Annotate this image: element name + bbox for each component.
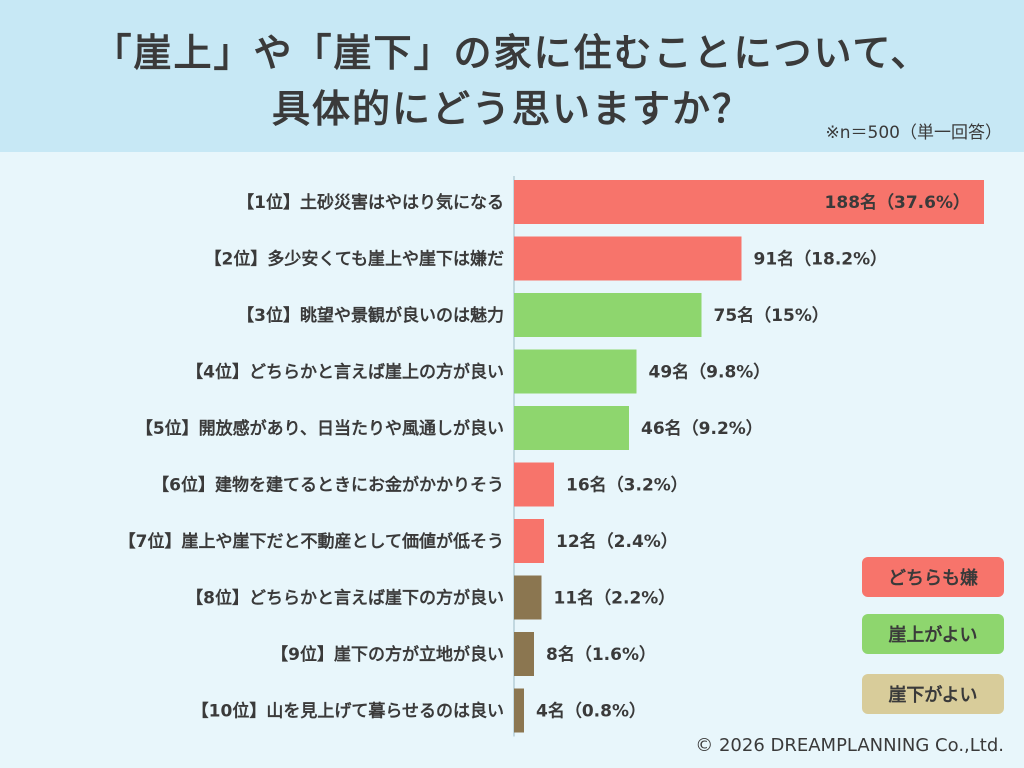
category-label-6: 【6位】建物を建てるときにお金がかかりそう bbox=[152, 475, 504, 496]
value-label-3: 75名（15%） bbox=[714, 305, 829, 326]
legend-above: 崖上がよい bbox=[862, 614, 1004, 654]
category-label-4: 【4位】どちらかと言えば崖上の方が良い bbox=[186, 362, 504, 383]
value-label-1: 188名（37.6%） bbox=[825, 192, 970, 213]
bar-4 bbox=[514, 349, 637, 394]
bar-6 bbox=[514, 462, 554, 507]
sample-size-note: ※n＝500（単一回答） bbox=[825, 123, 1002, 143]
category-label-7: 【7位】崖上や崖下だと不動産として価値が低そう bbox=[119, 531, 504, 552]
legend-label: 崖上がよい bbox=[888, 625, 978, 646]
value-label-7: 12名（2.4%） bbox=[556, 531, 678, 552]
chart-title-line2: 具体的にどう思いますか？ bbox=[271, 87, 752, 131]
legend-label: 崖下がよい bbox=[888, 685, 978, 706]
bar-1 bbox=[514, 180, 984, 224]
bar-2 bbox=[514, 236, 742, 281]
legend-label: どちらも嫌 bbox=[888, 568, 978, 589]
bar-3 bbox=[514, 293, 702, 337]
category-label-3: 【3位】眺望や景観が良いのは魅力 bbox=[237, 305, 504, 326]
value-label-10: 4名（0.8%） bbox=[536, 701, 646, 722]
category-label-9: 【9位】崖下の方が立地が良い bbox=[271, 644, 504, 665]
legend-below: 崖下がよい bbox=[862, 674, 1004, 714]
copyright: © 2026 DREAMPLANNING Co.,Ltd. bbox=[695, 735, 1004, 756]
bar-10 bbox=[514, 688, 524, 733]
value-label-4: 49名（9.8%） bbox=[649, 362, 771, 383]
bar-9 bbox=[514, 632, 534, 676]
category-label-8: 【8位】どちらかと言えば崖下の方が良い bbox=[186, 588, 504, 609]
category-label-5: 【5位】開放感があり、日当たりや風通しが良い bbox=[136, 418, 504, 439]
category-label-1: 【1位】土砂災害はやはり気になる bbox=[237, 192, 504, 213]
category-label-2: 【2位】多少安くても崖上や崖下は嫌だ bbox=[205, 249, 504, 270]
category-label-10: 【10位】山を見上げて暮らせるのは良い bbox=[192, 701, 504, 722]
bar-7 bbox=[514, 519, 544, 563]
legend-both-dislike: どちらも嫌 bbox=[862, 557, 1004, 597]
value-label-8: 11名（2.2%） bbox=[554, 588, 676, 609]
value-label-2: 91名（18.2%） bbox=[754, 249, 888, 270]
value-label-9: 8名（1.6%） bbox=[546, 644, 656, 665]
header-banner bbox=[0, 0, 1024, 152]
bar-5 bbox=[514, 406, 629, 450]
chart-title-line1: 「崖上」や「崖下」の家に住むことについて、 bbox=[93, 31, 931, 75]
value-label-5: 46名（9.2%） bbox=[641, 418, 763, 439]
bar-8 bbox=[514, 575, 542, 620]
value-label-6: 16名（3.2%） bbox=[566, 475, 688, 496]
